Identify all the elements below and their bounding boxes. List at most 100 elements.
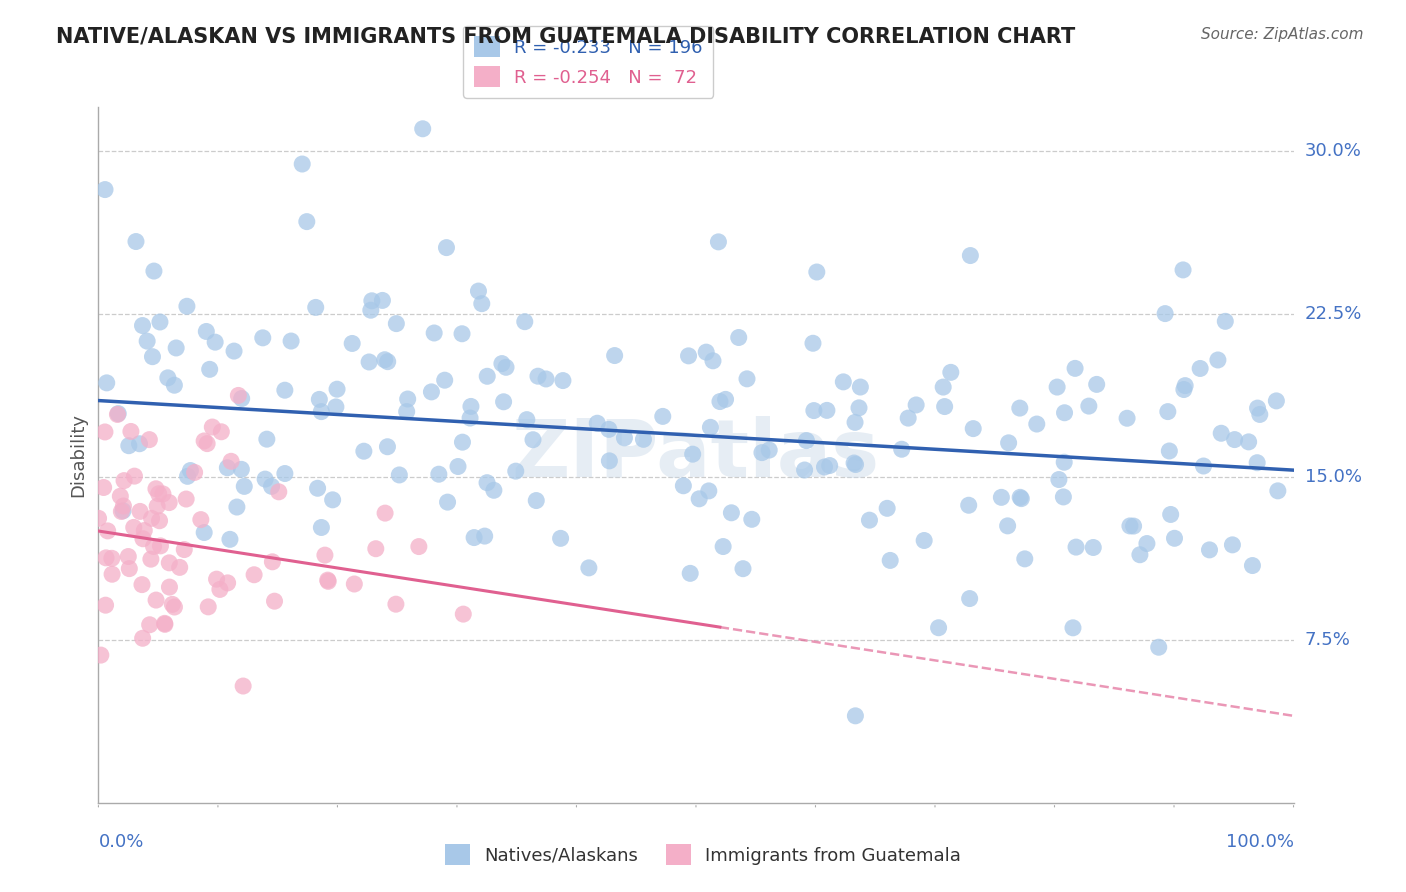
Point bbox=[118, 439, 141, 453]
Point bbox=[110, 504, 132, 518]
Point bbox=[550, 532, 572, 546]
Point bbox=[516, 412, 538, 426]
Point bbox=[932, 380, 955, 394]
Point bbox=[280, 334, 302, 348]
Point bbox=[959, 591, 981, 606]
Point bbox=[1237, 434, 1260, 449]
Point bbox=[467, 284, 489, 298]
Point bbox=[603, 349, 626, 363]
Point bbox=[897, 411, 920, 425]
Point bbox=[598, 422, 620, 436]
Point bbox=[451, 435, 474, 450]
Point bbox=[195, 436, 218, 450]
Point bbox=[374, 352, 396, 367]
Point bbox=[193, 525, 215, 540]
Point bbox=[94, 550, 117, 565]
Point bbox=[260, 479, 283, 493]
Point bbox=[374, 506, 396, 520]
Point bbox=[360, 303, 382, 318]
Point bbox=[295, 214, 318, 228]
Point bbox=[990, 491, 1012, 505]
Point bbox=[93, 481, 115, 495]
Point bbox=[231, 462, 253, 476]
Point bbox=[720, 506, 742, 520]
Point bbox=[139, 552, 162, 566]
Point bbox=[707, 235, 730, 249]
Point bbox=[153, 616, 176, 631]
Point bbox=[353, 444, 375, 458]
Point bbox=[412, 121, 434, 136]
Point bbox=[201, 420, 224, 434]
Point bbox=[1053, 406, 1076, 420]
Point bbox=[436, 241, 458, 255]
Point bbox=[131, 318, 153, 333]
Point bbox=[613, 431, 636, 445]
Point bbox=[311, 520, 333, 534]
Point bbox=[165, 341, 187, 355]
Point bbox=[152, 487, 174, 501]
Point bbox=[1083, 541, 1105, 555]
Point bbox=[679, 566, 702, 581]
Point bbox=[90, 648, 112, 662]
Point bbox=[138, 433, 160, 447]
Point bbox=[396, 392, 419, 406]
Point bbox=[1192, 458, 1215, 473]
Point bbox=[208, 582, 231, 597]
Point bbox=[879, 553, 901, 567]
Y-axis label: Disability: Disability bbox=[69, 413, 87, 497]
Point bbox=[801, 336, 824, 351]
Point bbox=[699, 420, 721, 434]
Point bbox=[219, 533, 242, 547]
Point bbox=[388, 467, 411, 482]
Text: 30.0%: 30.0% bbox=[1305, 142, 1361, 160]
Point bbox=[858, 513, 880, 527]
Point bbox=[495, 360, 517, 375]
Text: 100.0%: 100.0% bbox=[1226, 833, 1294, 851]
Point bbox=[1173, 383, 1195, 397]
Point bbox=[267, 484, 290, 499]
Point bbox=[436, 495, 458, 509]
Point bbox=[1064, 540, 1087, 554]
Point bbox=[997, 435, 1019, 450]
Point bbox=[364, 541, 387, 556]
Point bbox=[254, 472, 277, 486]
Point bbox=[142, 264, 165, 278]
Point bbox=[209, 425, 232, 439]
Point bbox=[1147, 640, 1170, 655]
Point bbox=[1008, 401, 1031, 415]
Point bbox=[844, 415, 866, 429]
Point bbox=[997, 519, 1019, 533]
Text: NATIVE/ALASKAN VS IMMIGRANTS FROM GUATEMALA DISABILITY CORRELATION CHART: NATIVE/ALASKAN VS IMMIGRANTS FROM GUATEM… bbox=[56, 27, 1076, 46]
Point bbox=[305, 301, 328, 315]
Point bbox=[228, 388, 250, 402]
Point bbox=[219, 454, 242, 468]
Point bbox=[731, 562, 754, 576]
Point bbox=[735, 372, 758, 386]
Point bbox=[1174, 378, 1197, 392]
Point bbox=[451, 326, 474, 341]
Point bbox=[408, 540, 430, 554]
Point bbox=[125, 235, 148, 249]
Point bbox=[163, 378, 186, 392]
Point bbox=[377, 354, 399, 368]
Point bbox=[107, 407, 129, 421]
Point bbox=[183, 466, 205, 480]
Point bbox=[1223, 433, 1246, 447]
Point bbox=[153, 617, 176, 632]
Point bbox=[217, 460, 239, 475]
Point bbox=[1241, 558, 1264, 573]
Point bbox=[94, 425, 117, 439]
Point bbox=[842, 456, 865, 470]
Point bbox=[1267, 483, 1289, 498]
Point bbox=[513, 315, 536, 329]
Point bbox=[385, 597, 408, 611]
Point bbox=[420, 384, 443, 399]
Point bbox=[132, 532, 155, 546]
Point bbox=[316, 574, 339, 589]
Point bbox=[314, 548, 336, 562]
Point bbox=[934, 400, 956, 414]
Point bbox=[697, 483, 720, 498]
Point bbox=[1157, 404, 1180, 418]
Point bbox=[633, 433, 655, 447]
Point bbox=[1160, 508, 1182, 522]
